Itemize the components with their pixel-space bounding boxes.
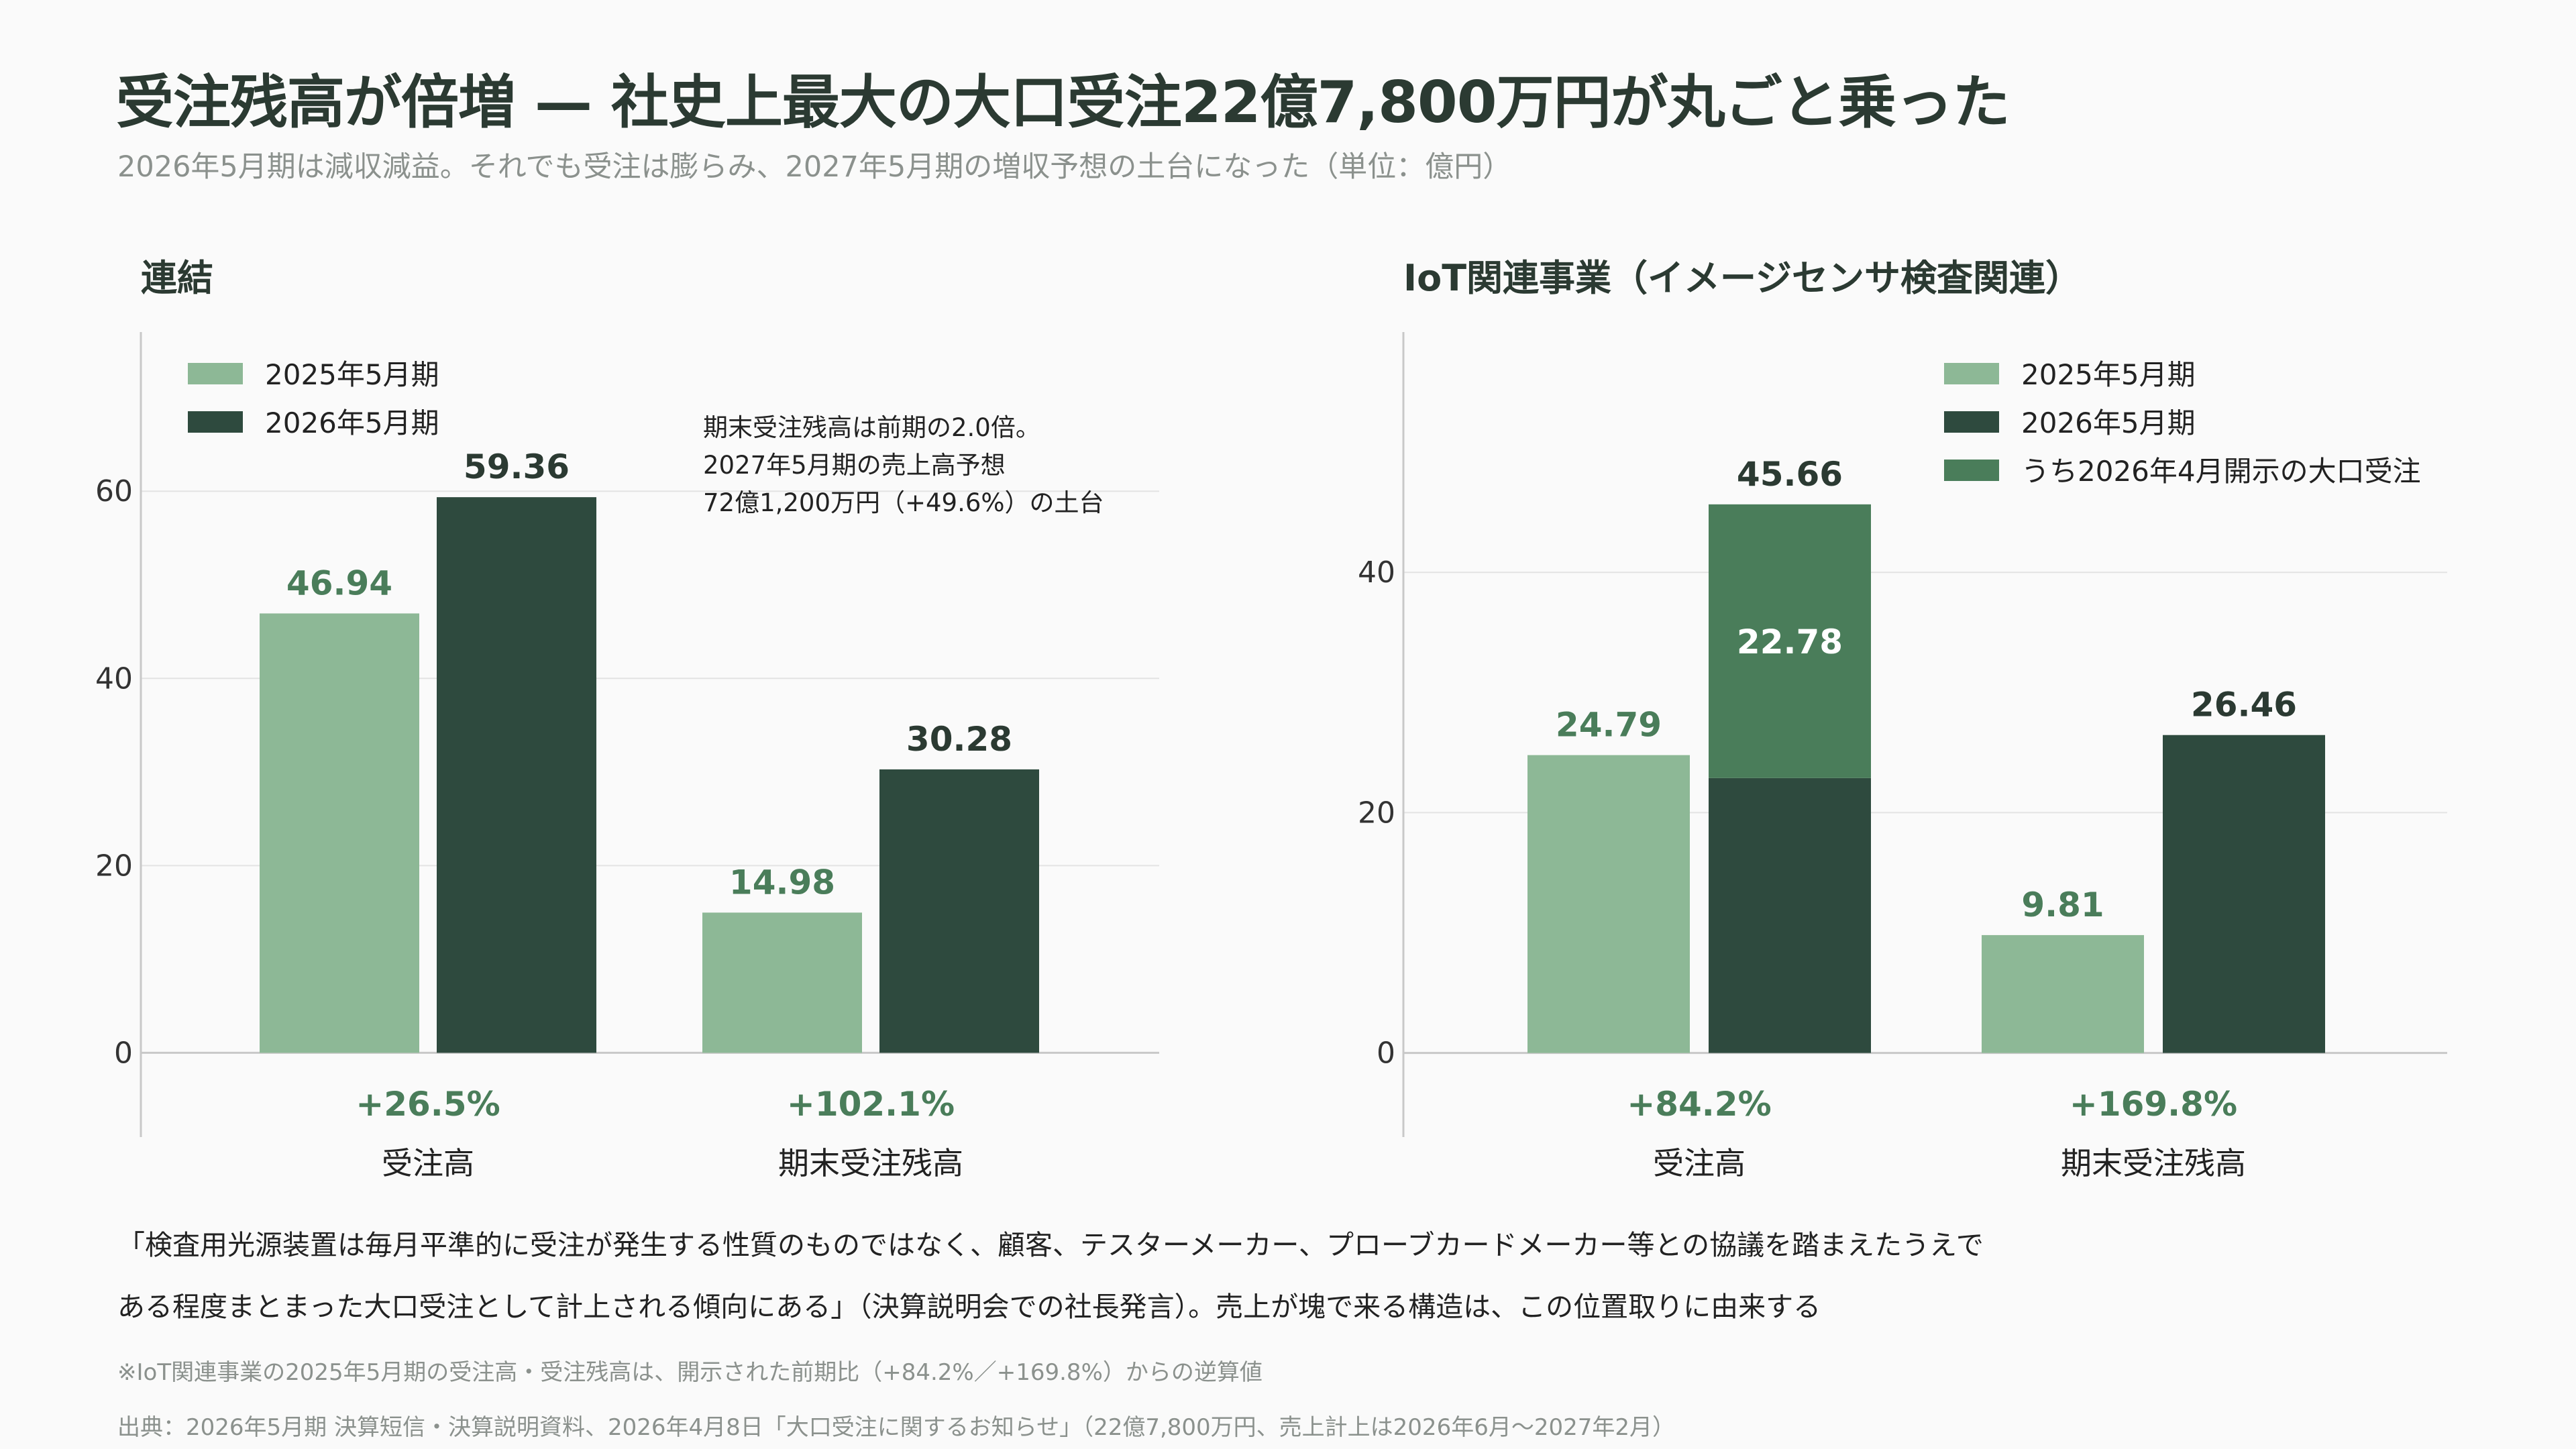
y-tick-label: 20 [1358,796,1395,830]
annotation-line: 2027年5月期の売上高予想 [703,451,1006,480]
data-label-current-year: 26.46 [2191,686,2297,724]
footnote: ※IoT関連事業の2025年5月期の受注高・受注残高は、開示された前期比（+84… [117,1359,1263,1386]
legend-label: 2025年5月期 [2021,358,2196,391]
legend-swatch [188,411,243,433]
bar-current-year-base [1709,777,1871,1053]
bar-prev-year [1982,934,2144,1053]
bar-large-order-segment [1709,504,1871,778]
legend-label: 2026年5月期 [265,407,439,439]
annotation-line: 期末受注残高は前期の2.0倍。 [703,413,1040,442]
growth-label: +84.2% [1627,1085,1771,1124]
y-tick-label: 60 [95,474,133,508]
quote-line-1: 「検査用光源装置は毎月平準的に受注が発生する性質のものではなく、顧客、テスターメ… [117,1229,1984,1261]
bar-current-year [437,497,596,1053]
data-label-current-year: 59.36 [464,447,570,486]
annotation-line: 72億1,200万円（+49.6%）の土台 [703,488,1104,517]
y-tick-label: 20 [95,849,133,883]
bar-prev-year [260,613,419,1053]
legend-label: うち2026年4月開示の大口受注 [2021,455,2421,488]
y-tick-label: 40 [95,661,133,696]
data-label-prev-year: 14.98 [729,863,835,902]
bar-current-year [879,769,1039,1053]
y-tick-label: 40 [1358,555,1395,590]
quote-line-2: ある程度まとまった大口受注として計上される傾向にある」（決算説明会での社長発言）… [117,1291,1821,1323]
category-label: 受注高 [382,1145,474,1181]
data-label-prev-year: 24.79 [1556,706,1662,745]
page-title: 受注残高が倍増 — 社史上最大の大口受注22億7,800万円が丸ごと乗った [116,69,2010,136]
legend-swatch [1944,460,1999,481]
data-label-prev-year: 9.81 [2021,885,2104,924]
source-note: 出典：2026年5月期 決算短信・決算説明資料、2026年4月8日「大口受注に関… [117,1414,1675,1441]
data-label-current-year: 30.28 [906,720,1012,759]
bar-prev-year [702,912,862,1053]
category-label: 期末受注残高 [778,1145,963,1181]
legend-swatch [1944,363,1999,384]
data-label-prev-year: 46.94 [286,564,392,602]
category-label: 期末受注残高 [2061,1145,2246,1181]
y-tick-label: 0 [1377,1036,1395,1071]
growth-label: +26.5% [356,1085,500,1124]
data-label-large-order: 22.78 [1737,623,1843,661]
growth-label: +169.8% [2070,1085,2237,1124]
legend-swatch [1944,411,1999,433]
iot-bar-chart: 0 20 40 24.79 22.78 45.66 +84.2% 受注高 9.81 26.46 +1… [1358,332,2447,1181]
legend-label: 2025年5月期 [265,358,439,391]
consolidated-bar-chart: 0 20 40 60 46.94 59.36 +26.5% 受注高 14.98 30.28 +102… [95,332,1159,1181]
data-label-current-year: 45.66 [1737,455,1843,494]
growth-label: +102.1% [787,1085,955,1124]
bar-prev-year [1527,755,1690,1053]
legend-label: 2026年5月期 [2021,407,2196,439]
page-subtitle: 2026年5月期は減収減益。それでも受注は膨らみ、2027年5月期の増収予想の土… [117,150,1512,184]
chart-title-iot: IoT関連事業（イメージセンサ検査関連） [1403,257,2082,299]
chart-title-consolidated: 連結 [141,257,213,299]
legend-swatch [188,363,243,384]
bar-current-year [2163,735,2325,1053]
y-tick-label: 0 [114,1036,133,1070]
category-label: 受注高 [1653,1145,1746,1181]
